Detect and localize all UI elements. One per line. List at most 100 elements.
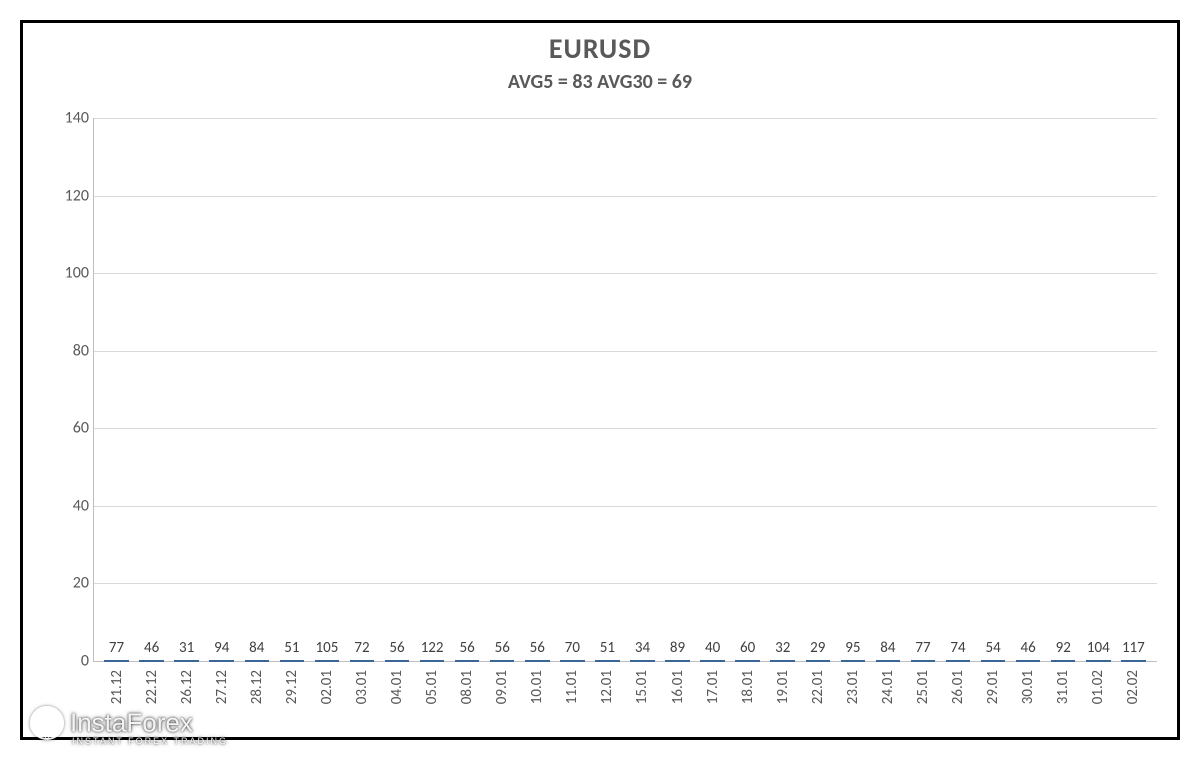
bar: 84 [245, 660, 270, 662]
bar-value-label: 46 [144, 639, 159, 657]
bar: 51 [280, 660, 305, 662]
bar: 29 [806, 660, 831, 662]
x-tick-label: 02.02 [1124, 670, 1142, 704]
bar-slot: 5610.01 [520, 660, 555, 662]
bar-slot: 4630.01 [1011, 660, 1046, 662]
x-tick-label: 21.12 [108, 670, 126, 704]
x-tick-label: 29.12 [283, 670, 301, 704]
bar-value-label: 54 [985, 639, 1000, 657]
bar-slot: 11702.02 [1116, 660, 1151, 662]
watermark: InstaForex Instant Forex Trading [30, 706, 228, 746]
x-tick-label: 26.01 [949, 670, 967, 704]
x-tick-label: 01.02 [1089, 670, 1107, 704]
y-tick-label: 100 [49, 264, 89, 283]
bar: 56 [525, 660, 550, 662]
bar-slot: 12205.01 [415, 660, 450, 662]
plot-area: 020406080100120140 7721.124622.123126.12… [93, 118, 1157, 662]
bar-slot: 7721.12 [99, 660, 134, 662]
bar-slot: 7011.01 [555, 660, 590, 662]
bar: 84 [876, 660, 901, 662]
bar-value-label: 77 [109, 639, 124, 657]
bar-value-label: 51 [600, 639, 615, 657]
bar: 89 [665, 660, 690, 662]
bar-slot: 7203.01 [344, 660, 379, 662]
x-tick-label: 26.12 [178, 670, 196, 704]
bar-value-label: 56 [460, 639, 475, 657]
bar-slot: 8916.01 [660, 660, 695, 662]
bar-value-label: 77 [915, 639, 930, 657]
chart-subtitle: AVG5 = 83 AVG30 = 69 [23, 70, 1177, 94]
bar-slot: 3126.12 [169, 660, 204, 662]
bar-slot: 8424.01 [870, 660, 905, 662]
bar: 117 [1121, 660, 1146, 662]
bar-value-label: 34 [635, 639, 650, 657]
x-tick-label: 09.01 [493, 670, 511, 704]
bar: 70 [560, 660, 585, 662]
bar-value-label: 84 [249, 639, 264, 657]
x-tick-label: 23.01 [844, 670, 862, 704]
bar-slot: 5129.12 [274, 660, 309, 662]
bar-value-label: 56 [389, 639, 404, 657]
bar-slot: 3415.01 [625, 660, 660, 662]
x-tick-label: 24.01 [879, 670, 897, 704]
x-tick-label: 16.01 [669, 670, 687, 704]
bar-value-label: 74 [950, 639, 965, 657]
watermark-brand: InstaForex [70, 708, 193, 738]
bar: 104 [1086, 660, 1111, 662]
bar-value-label: 56 [495, 639, 510, 657]
x-tick-label: 18.01 [739, 670, 757, 704]
bar: 74 [946, 660, 971, 662]
bar-slot: 6018.01 [730, 660, 765, 662]
x-tick-label: 10.01 [528, 670, 546, 704]
x-tick-label: 02.01 [318, 670, 336, 704]
bar: 51 [595, 660, 620, 662]
bar: 56 [455, 660, 480, 662]
bar-value-label: 89 [670, 639, 685, 657]
bar-slot: 8428.12 [239, 660, 274, 662]
bar: 34 [630, 660, 655, 662]
bar-value-label: 84 [880, 639, 895, 657]
chart-frame: EURUSD AVG5 = 83 AVG30 = 69 020406080100… [20, 20, 1180, 740]
y-tick-label: 140 [49, 109, 89, 128]
x-tick-label: 30.01 [1019, 670, 1037, 704]
bar-slot: 9523.01 [835, 660, 870, 662]
title-block: EURUSD AVG5 = 83 AVG30 = 69 [23, 23, 1177, 94]
bar-slot: 5608.01 [450, 660, 485, 662]
x-tick-label: 22.12 [143, 670, 161, 704]
x-tick-label: 17.01 [704, 670, 722, 704]
bar-value-label: 70 [565, 639, 580, 657]
bar: 77 [911, 660, 936, 662]
x-tick-label: 04.01 [388, 670, 406, 704]
bar: 40 [700, 660, 725, 662]
bar: 94 [209, 660, 234, 662]
bar-slot: 5112.01 [590, 660, 625, 662]
x-tick-label: 11.01 [563, 670, 581, 704]
bar-slot: 5609.01 [485, 660, 520, 662]
bar-value-label: 117 [1122, 639, 1145, 657]
bar-slot: 10502.01 [309, 660, 344, 662]
bar-value-label: 32 [775, 639, 790, 657]
bar-value-label: 29 [810, 639, 825, 657]
bar-slot: 5604.01 [380, 660, 415, 662]
bar: 92 [1051, 660, 1076, 662]
x-tick-label: 08.01 [458, 670, 476, 704]
bar-slot: 3219.01 [765, 660, 800, 662]
bar: 72 [350, 660, 375, 662]
x-tick-label: 22.01 [809, 670, 827, 704]
bar: 31 [174, 660, 199, 662]
bar: 60 [735, 660, 760, 662]
bar-slot: 7725.01 [905, 660, 940, 662]
bar: 46 [139, 660, 164, 662]
bar-slot: 7426.01 [941, 660, 976, 662]
bar-slot: 5429.01 [976, 660, 1011, 662]
y-tick-label: 80 [49, 341, 89, 360]
bar-value-label: 46 [1021, 639, 1036, 657]
bar-value-label: 92 [1056, 639, 1071, 657]
bar: 56 [385, 660, 410, 662]
bar-slot: 9427.12 [204, 660, 239, 662]
bar-value-label: 60 [740, 639, 755, 657]
bar-value-label: 31 [179, 639, 194, 657]
bar: 105 [315, 660, 340, 662]
bar: 54 [981, 660, 1006, 662]
bar-slot: 4017.01 [695, 660, 730, 662]
